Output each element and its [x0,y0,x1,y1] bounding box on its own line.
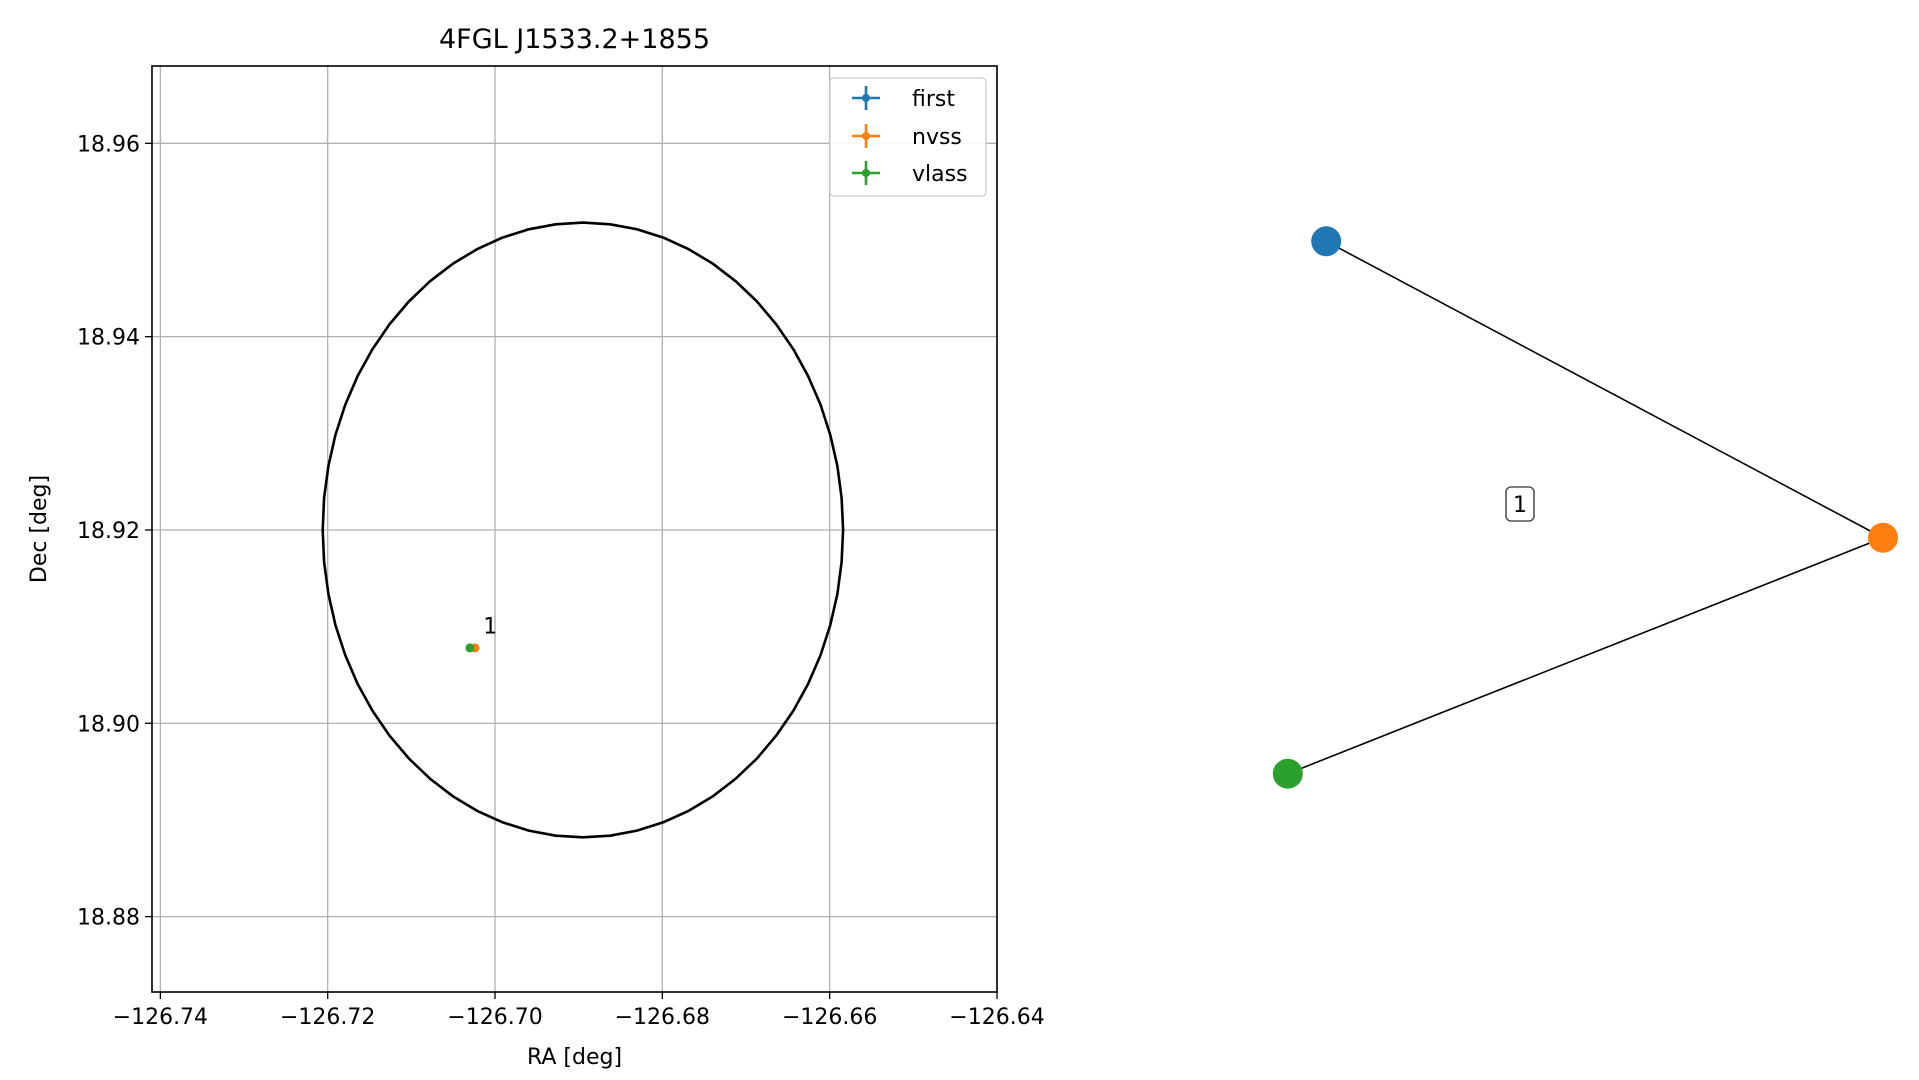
y-tick-label: 18.94 [77,326,140,351]
x-tick-label: −126.68 [615,1005,710,1030]
x-tick-label: −126.74 [113,1005,208,1030]
data-points [465,643,480,653]
x-ticks: −126.74 −126.72 −126.70 −126.68 −126.66 −126.… [113,992,1045,1030]
node-first [1311,226,1342,257]
x-tick-label: −126.70 [447,1005,542,1030]
network-graph: 1 [1272,226,1898,789]
edge-label-text: 1 [1513,493,1527,518]
y-gridlines [152,142,997,918]
y-ticks: 18.88 18.90 18.92 18.94 18.96 [77,132,152,931]
legend-label-nvss: nvss [912,125,962,150]
y-tick-label: 18.88 [77,906,140,931]
x-axis-label: RA [deg] [527,1045,622,1070]
legend-entry-nvss: nvss [852,124,962,150]
x-tick-label: −126.64 [949,1005,1044,1030]
legend: first nvss vlass [829,77,987,197]
y-tick-label: 18.92 [77,519,140,544]
legend-label-first: first [912,87,955,112]
point-annotation: 1 [483,614,497,639]
plot-frame [151,65,998,993]
scatter-plot: 1 −126.74 −126.72 −126.70 −126.68 −126.66 −12… [27,24,1045,1070]
legend-dot-nvss [862,132,870,140]
legend-dot-first [862,94,870,102]
legend-entry-first: first [852,86,955,112]
y-axis-label: Dec [deg] [27,475,52,583]
network-edges [1287,240,1884,775]
x-tick-label: −126.66 [782,1005,877,1030]
data-point-vlass [465,643,475,653]
y-tick-label: 18.90 [77,712,140,737]
network-nodes [1272,226,1898,789]
legend-box [829,77,987,197]
localization-ellipse [321,221,845,839]
node-vlass [1272,758,1303,789]
x-tick-label: −126.72 [280,1005,375,1030]
edge-label: 1 [1505,486,1535,522]
y-tick-label: 18.96 [77,132,140,157]
legend-label-vlass: vlass [912,162,968,187]
chart-title: 4FGL J1533.2+1855 [439,24,710,55]
node-nvss [1868,522,1898,553]
edge-nvss-vlass [1287,537,1884,775]
x-gridlines [159,66,998,992]
legend-entry-vlass: vlass [852,161,968,187]
edge-label-box [1505,486,1535,522]
legend-dot-vlass [862,169,870,177]
edge-first-nvss [1325,240,1884,539]
